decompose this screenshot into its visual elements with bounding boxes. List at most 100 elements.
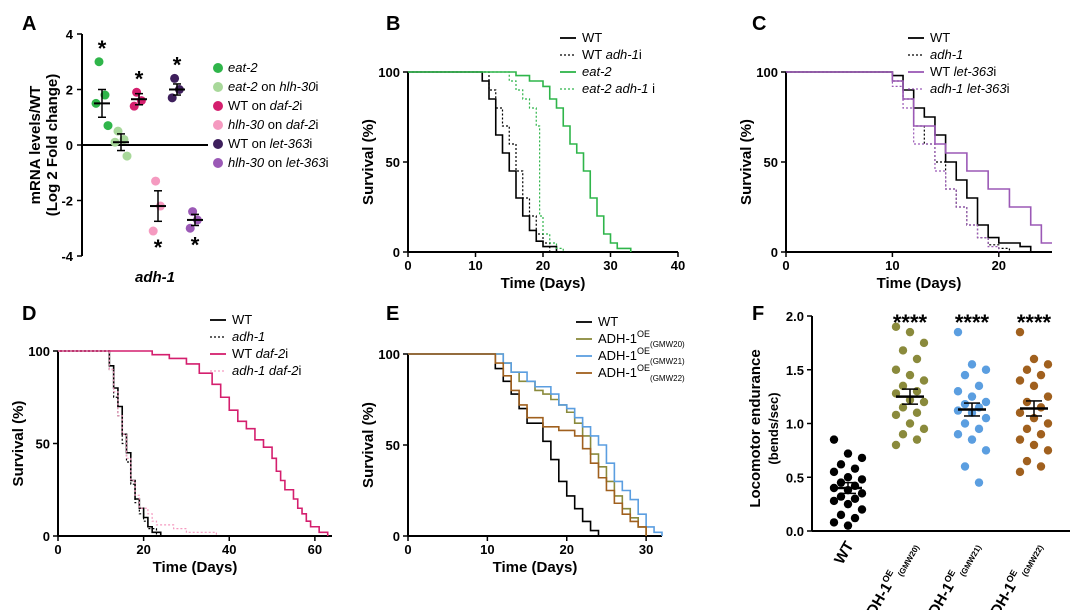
panel-label-d: D	[22, 303, 36, 325]
data-point-f-0	[850, 513, 860, 523]
legend-label-e-1: ADH-1OE(GMW20)	[598, 329, 685, 349]
data-point-f-3	[1015, 376, 1025, 385]
series-line-b-0	[408, 71, 558, 252]
series-line-e-0	[408, 353, 600, 536]
panel-label-e: E	[386, 303, 399, 325]
x-axis-title-d: Time (Days)	[153, 559, 238, 576]
data-point-f-2	[967, 360, 977, 369]
series-line-e-3	[408, 353, 647, 536]
data-point-f-1	[912, 387, 922, 396]
x-tick-label-b: 40	[671, 258, 685, 273]
y-axis-title-b: Survival (%)	[360, 119, 377, 205]
legend-swatch-a-4	[213, 139, 223, 149]
x-tick-label-c: 20	[992, 258, 1006, 273]
data-point-f-0	[843, 499, 853, 509]
legend-label-a-0: eat-2	[228, 60, 258, 75]
data-point-f-0	[857, 475, 867, 484]
y-axis-title-f: Locomotor endurance	[747, 349, 764, 507]
data-point-f-0	[850, 494, 860, 503]
data-point-f-2	[960, 462, 970, 471]
significance-star-a-5: *	[191, 232, 200, 257]
legend-label-a-4: WT on let-363i	[228, 136, 312, 151]
legend-label-b-0: WT	[582, 30, 602, 45]
data-point-f-0	[843, 521, 853, 530]
panel-label-b: B	[386, 13, 400, 35]
series-line-b-2	[408, 71, 632, 252]
x-tick-label-e: 30	[639, 542, 653, 557]
data-point-f-2	[953, 327, 963, 337]
series-line-c-2	[786, 71, 1052, 244]
significance-star-a-2: *	[135, 66, 144, 91]
data-point-f-0	[857, 489, 867, 498]
data-point-f-3	[1029, 440, 1039, 450]
significance-star-a-4: *	[173, 52, 182, 77]
significance-star-a-0: *	[98, 36, 107, 61]
data-point-a-0	[94, 57, 104, 67]
legend-label-e-2: ADH-1OE(GMW21)	[598, 346, 685, 366]
data-point-f-3	[1043, 360, 1053, 369]
data-point-f-1	[912, 408, 922, 417]
x-axis-title-a: adh-1	[135, 269, 175, 286]
y-tick-label-d: 100	[28, 344, 50, 359]
x-tick-label-b: 10	[468, 258, 482, 273]
data-point-f-1	[891, 322, 901, 331]
x-category-label-f-0: WT	[831, 539, 857, 568]
y-axis-title-a: mRNA levels/WT(Log 2 Fold change)	[27, 74, 61, 217]
x-tick-label-d: 60	[308, 542, 322, 557]
y-tick-label-c: 0	[771, 245, 778, 260]
data-point-a-3	[148, 226, 158, 236]
legend-label-b-2: eat-2	[582, 64, 612, 79]
data-point-f-3	[1043, 419, 1053, 428]
data-point-f-2	[960, 370, 970, 380]
legend-label-c-1: adh-1	[930, 47, 963, 62]
y-tick-label-a: 0	[66, 138, 73, 153]
series-line-d-2	[58, 350, 329, 536]
x-tick-label-e: 20	[560, 542, 574, 557]
legend-swatch-a-1	[213, 82, 223, 92]
y-tick-label-b: 50	[386, 155, 400, 170]
data-point-f-0	[829, 435, 839, 444]
y-tick-label-a: 4	[66, 27, 74, 42]
data-point-f-0	[843, 449, 853, 458]
data-point-a-0	[103, 121, 113, 131]
data-point-f-3	[1015, 435, 1025, 444]
data-point-f-1	[912, 354, 922, 364]
y-tick-label-f: 1.0	[786, 417, 804, 432]
x-tick-label-e: 10	[480, 542, 494, 557]
data-point-f-2	[981, 365, 991, 374]
x-category-label-f-3: ADH-1OE(GMW22)	[981, 538, 1045, 610]
x-category-label-f-2: ADH-1OE(GMW21)	[919, 538, 983, 610]
panel-label-c: C	[752, 13, 766, 35]
data-point-f-1	[919, 376, 929, 385]
legend-label-c-2: WT let-363i	[930, 64, 996, 79]
data-point-f-0	[829, 467, 839, 477]
legend-label-a-1: eat-2 on hlh-30i	[228, 79, 318, 94]
data-point-f-3	[1036, 462, 1046, 471]
data-point-f-0	[836, 460, 846, 469]
series-line-b-3	[408, 71, 564, 252]
data-point-f-0	[857, 453, 867, 463]
data-point-f-0	[829, 518, 839, 527]
series-line-e-2	[408, 353, 663, 536]
data-point-f-3	[1022, 456, 1032, 466]
y-axis-title-c: Survival (%)	[738, 119, 755, 205]
legend-swatch-a-3	[213, 120, 223, 130]
data-point-a-4	[170, 73, 180, 83]
data-point-f-1	[898, 403, 908, 412]
data-point-f-3	[1022, 365, 1032, 374]
data-point-f-2	[953, 430, 963, 439]
data-point-a-2	[129, 101, 139, 111]
data-point-f-1	[898, 346, 908, 355]
data-point-f-2	[981, 413, 991, 423]
data-point-f-0	[857, 505, 867, 514]
data-point-f-1	[919, 338, 929, 348]
series-line-c-1	[786, 71, 1011, 252]
legend-swatch-a-0	[213, 63, 223, 73]
y-tick-label-a: -2	[61, 194, 73, 209]
x-tick-label-d: 20	[136, 542, 150, 557]
x-tick-label-d: 40	[222, 542, 236, 557]
panel-label-a: A	[22, 13, 36, 35]
significance-star-a-3: *	[154, 235, 163, 260]
legend-label-c-0: WT	[930, 30, 950, 45]
